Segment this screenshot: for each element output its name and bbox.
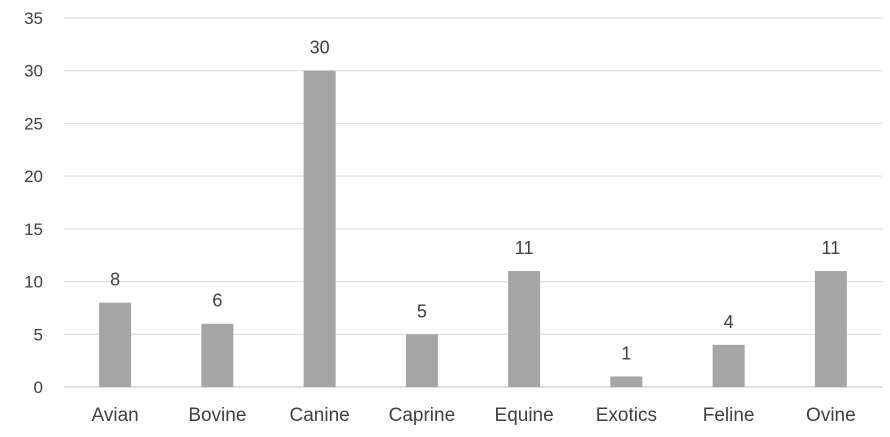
y-tick-label: 5 [34, 325, 43, 344]
x-tick-label: Bovine [188, 405, 246, 426]
bar-ovine [814, 271, 847, 387]
y-tick-label: 30 [24, 62, 43, 81]
y-axis-ticks: 0 5 10 15 20 25 30 35 [24, 9, 43, 397]
x-tick-label: Ovine [806, 405, 856, 426]
bar-caprine [405, 334, 438, 387]
data-label: 6 [212, 291, 222, 311]
bars [99, 70, 847, 387]
x-tick-label: Equine [495, 405, 554, 426]
y-tick-label: 15 [24, 220, 43, 239]
x-tick-label: Feline [703, 405, 755, 426]
x-axis-ticks: Avian Bovine Canine Caprine Equine Exotics Fel… [92, 405, 856, 426]
data-label: 11 [822, 238, 841, 258]
x-tick-label: Avian [92, 405, 139, 426]
data-label: 5 [417, 301, 427, 321]
data-label: 4 [724, 312, 734, 332]
bar-feline [712, 344, 745, 387]
y-tick-label: 35 [24, 9, 43, 28]
bar-equine [508, 271, 541, 387]
data-label: 30 [310, 38, 330, 58]
y-tick-label: 25 [24, 114, 43, 133]
data-label: 8 [110, 270, 120, 290]
y-tick-label: 10 [24, 273, 43, 292]
data-label: 11 [515, 238, 534, 258]
bar-canine [303, 70, 336, 387]
gridlines [64, 17, 882, 388]
bar-bovine [201, 323, 234, 387]
bar-exotics [610, 376, 643, 387]
y-tick-label: 0 [34, 378, 43, 397]
data-label: 1 [621, 343, 631, 363]
x-tick-label: Caprine [389, 405, 456, 426]
y-tick-label: 20 [24, 167, 43, 186]
x-tick-label: Exotics [596, 405, 657, 426]
x-tick-label: Canine [290, 405, 350, 426]
bar-avian [99, 302, 132, 387]
